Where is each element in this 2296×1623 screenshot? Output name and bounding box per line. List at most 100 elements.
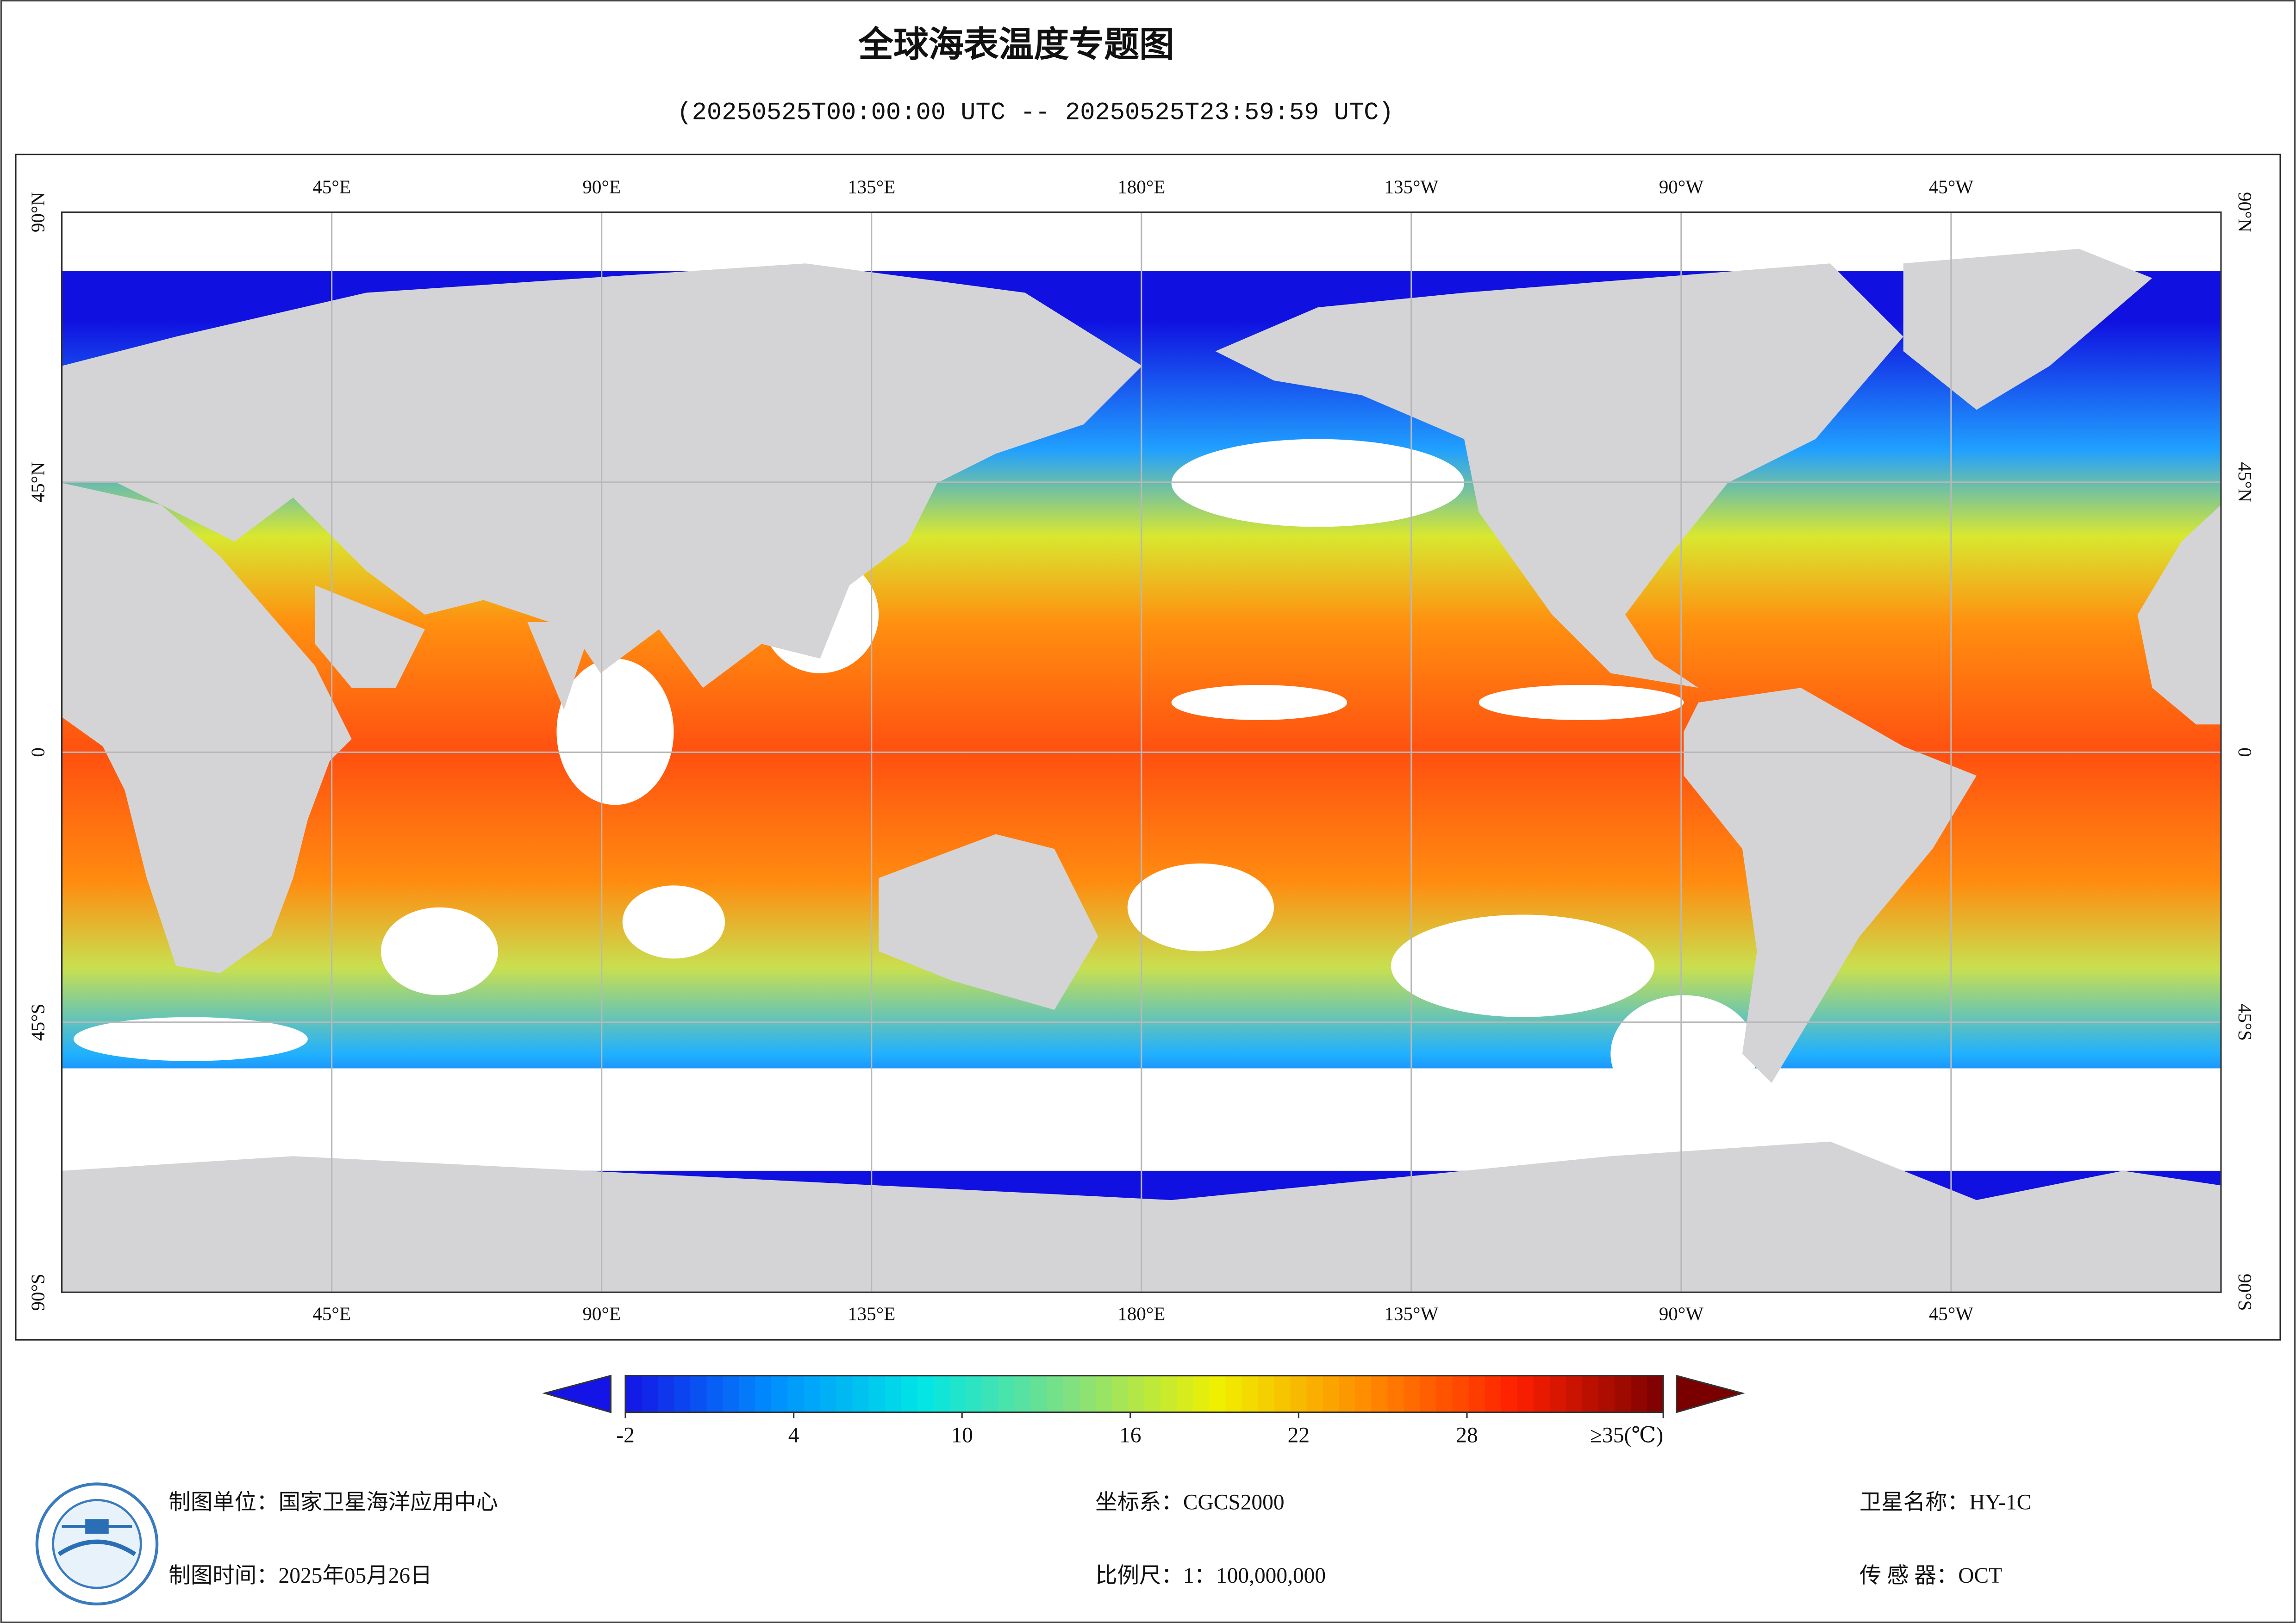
colorbar-step — [901, 1375, 918, 1412]
lon-label-top: 135°E — [848, 176, 895, 197]
colorbar-step — [949, 1375, 967, 1412]
lon-label-top: 90°W — [1659, 176, 1704, 197]
colorbar-step — [1095, 1375, 1113, 1412]
colorbar-step — [625, 1375, 643, 1412]
colorbar-tick-label: 28 — [1456, 1423, 1478, 1447]
lon-label-bottom: 90°E — [582, 1303, 621, 1324]
lon-label-top: 180°E — [1117, 176, 1165, 197]
lat-label-left: 90°N — [27, 192, 49, 232]
colorbar-step — [1030, 1375, 1048, 1412]
logo — [35, 1482, 159, 1606]
colorbar-step — [1452, 1375, 1470, 1412]
colorbar-step — [787, 1375, 805, 1412]
colorbar-step — [1533, 1375, 1551, 1412]
lat-label-left: 90°S — [27, 1274, 49, 1311]
colorbar-step — [1063, 1375, 1080, 1412]
colorbar-step — [1209, 1375, 1226, 1412]
footer-crs: 坐标系：CGCS2000 — [1095, 1491, 1284, 1515]
colorbar-step — [820, 1375, 837, 1412]
lat-label-left: 45°N — [27, 462, 49, 502]
colorbar-step — [868, 1375, 886, 1412]
map-frame — [15, 154, 2281, 1341]
colorbar-step — [1144, 1375, 1161, 1412]
lon-label-bottom: 90°W — [1659, 1303, 1704, 1324]
colorbar-step — [998, 1375, 1016, 1412]
colorbar-step — [642, 1375, 659, 1412]
lat-label-right: 90°N — [2234, 192, 2256, 232]
colorbar: -2 4 10 16 22 28 ≥35(℃) — [542, 1374, 1745, 1447]
colorbar-step — [804, 1375, 821, 1412]
colorbar-step — [1517, 1375, 1535, 1412]
colorbar-step — [723, 1375, 740, 1412]
colorbar-step — [1306, 1375, 1323, 1412]
colorbar-step — [917, 1375, 934, 1412]
colorbar-step — [836, 1375, 853, 1412]
lat-label-right: 45°N — [2234, 462, 2256, 502]
colorbar-step — [1355, 1375, 1372, 1412]
lon-label-bottom: 180°E — [1117, 1303, 1165, 1324]
colorbar-step — [1436, 1375, 1453, 1412]
colorbar-step — [1193, 1375, 1210, 1412]
lon-label-top: 45°W — [1929, 176, 1974, 197]
colorbar-step — [1371, 1375, 1388, 1412]
colorbar-step — [1582, 1375, 1599, 1412]
footer-date: 制图时间：2025年05月26日 — [168, 1564, 432, 1588]
colorbar-step — [739, 1375, 756, 1412]
map-neatline — [61, 211, 2222, 1293]
colorbar-under — [542, 1374, 612, 1413]
colorbar-step — [1598, 1375, 1616, 1412]
lon-label-bottom: 135°E — [848, 1303, 895, 1324]
lat-label-right: 45°S — [2234, 1004, 2256, 1041]
colorbar-step — [1631, 1375, 1648, 1412]
colorbar-over — [1676, 1374, 1745, 1413]
colorbar-step — [1549, 1375, 1567, 1412]
lon-label-bottom: 135°W — [1384, 1303, 1438, 1324]
colorbar-step — [982, 1375, 999, 1412]
colorbar-step — [1290, 1375, 1307, 1412]
colorbar-step — [771, 1375, 788, 1412]
colorbar-step — [1404, 1375, 1421, 1412]
colorbar-step — [1485, 1375, 1502, 1412]
lat-label-right: 0 — [2234, 747, 2256, 757]
footer-satellite: 卫星名称：HY-1C — [1859, 1491, 2031, 1515]
colorbar-step — [885, 1375, 902, 1412]
footer-unit: 制图单位：国家卫星海洋应用中心 — [168, 1491, 498, 1515]
lon-label-top: 135°W — [1384, 176, 1438, 197]
map-title: 全球海表温度专题图 — [858, 25, 1174, 64]
colorbar-step — [658, 1375, 675, 1412]
lon-label-top: 45°E — [312, 176, 351, 197]
colorbar-step — [1468, 1375, 1486, 1412]
colorbar-step — [1566, 1375, 1583, 1412]
colorbar-tick-label: 10 — [951, 1423, 973, 1447]
lat-label-left: 45°S — [27, 1004, 49, 1041]
colorbar-step — [1420, 1375, 1437, 1412]
colorbar-step — [1047, 1375, 1064, 1412]
colorbar-tick-label: 16 — [1119, 1423, 1141, 1447]
colorbar-tick-label: 22 — [1288, 1423, 1310, 1447]
colorbar-step — [1615, 1375, 1632, 1412]
footer-sensor: 传 感 器：OCT — [1859, 1564, 2002, 1588]
colorbar-step — [1339, 1375, 1356, 1412]
lat-label-left: 0 — [27, 747, 49, 757]
colorbar-tick-label: ≥35(℃) — [1590, 1423, 1663, 1447]
colorbar-step — [1079, 1375, 1097, 1412]
colorbar-tick-label: -2 — [616, 1423, 635, 1447]
colorbar-step — [1014, 1375, 1032, 1412]
colorbar-step — [852, 1375, 869, 1412]
colorbar-step — [674, 1375, 691, 1412]
colorbar-step — [1323, 1375, 1340, 1412]
colorbar-step — [690, 1375, 707, 1412]
colorbar-step — [1242, 1375, 1259, 1412]
colorbar-step — [966, 1375, 983, 1412]
colorbar-step — [1258, 1375, 1275, 1412]
colorbar-step — [933, 1375, 950, 1412]
colorbar-border — [624, 1374, 1664, 1413]
colorbar-step — [1647, 1375, 1664, 1412]
colorbar-step — [1112, 1375, 1129, 1412]
colorbar-step — [1177, 1375, 1194, 1412]
map-subtitle: (20250525T00:00:00 UTC -- 20250525T23:59… — [677, 99, 1393, 127]
lon-label-top: 90°E — [582, 176, 621, 197]
colorbar-tick-label: 4 — [788, 1423, 799, 1447]
